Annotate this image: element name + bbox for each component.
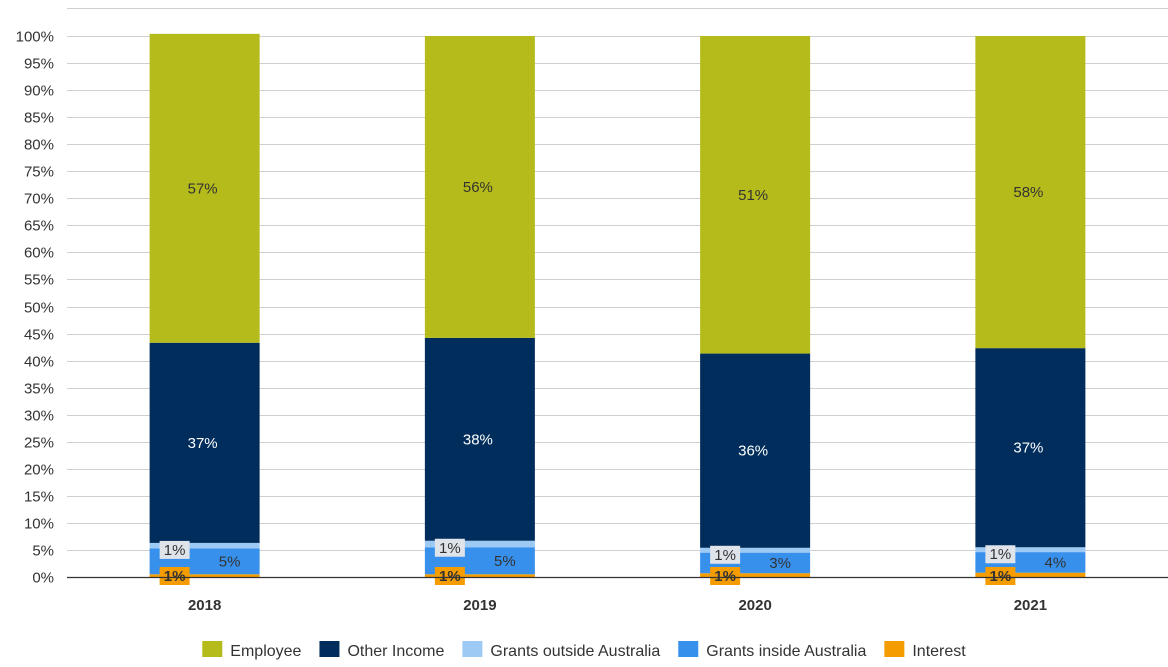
data-label: 1% (164, 542, 186, 559)
data-label: 1% (990, 568, 1012, 585)
y-tick-label: 65% (24, 218, 54, 235)
data-label: 37% (188, 435, 218, 452)
legend-item: Grants outside Australia (462, 641, 660, 660)
y-tick-label: 45% (24, 327, 54, 344)
y-tick-label: 75% (24, 164, 54, 181)
y-axis: 0% 5% 10% 15% 20% 25% 30% 35% 40% 45% 50% 55% 60% 65%… (16, 29, 54, 587)
data-label: 4% (1045, 554, 1067, 571)
data-label-box (985, 545, 1016, 564)
data-label: 36% (738, 443, 768, 460)
bar-segment (424, 574, 535, 577)
data-label: 1% (990, 546, 1012, 563)
legend-label: Interest (912, 643, 966, 660)
bar-segment (149, 342, 260, 543)
y-tick-label: 90% (24, 83, 54, 100)
y-tick-label: 50% (24, 300, 54, 317)
x-tick-label: 2018 (188, 597, 221, 614)
x-tick-label: 2020 (738, 597, 771, 614)
data-label: 1% (164, 568, 186, 585)
y-tick-label: 85% (24, 110, 54, 127)
bar-segment (975, 547, 1086, 553)
data-label: 51% (738, 187, 768, 204)
legend-swatch (319, 641, 340, 657)
legend-item: Employee (202, 641, 302, 660)
legend-label: Grants inside Australia (706, 643, 866, 660)
y-tick-label: 60% (24, 245, 54, 262)
data-label-box (159, 567, 190, 585)
data-label: 1% (714, 568, 736, 585)
bar-segment (149, 574, 260, 577)
bar-segment (700, 353, 811, 548)
legend-swatch (678, 641, 699, 657)
x-axis: 2018 2019 2020 2021 (67, 576, 1168, 614)
bar-segment (149, 542, 260, 549)
y-tick-label: 10% (24, 516, 54, 533)
y-tick-label: 100% (16, 29, 54, 46)
data-label: 1% (439, 568, 461, 585)
data-label-box (434, 538, 465, 557)
data-label: 5% (494, 553, 516, 570)
bar-segment (700, 547, 811, 553)
y-tick-label: 95% (24, 56, 54, 73)
y-tick-label: 25% (24, 435, 54, 452)
bar-stack-2021: 1% 4% 1% 37% 58% (975, 36, 1086, 585)
legend-label: Other Income (347, 643, 444, 660)
legend-label: Employee (230, 643, 301, 660)
data-label: 1% (714, 547, 736, 564)
data-label-box (159, 540, 190, 559)
data-label: 3% (769, 555, 791, 572)
data-label: 1% (439, 540, 461, 557)
bar-segment (975, 36, 1086, 349)
data-label: 5% (219, 553, 241, 570)
y-tick-label: 55% (24, 272, 54, 289)
legend-swatch (202, 641, 223, 657)
data-label-box (434, 567, 465, 585)
y-tick-label: 15% (24, 489, 54, 506)
data-label-box (985, 567, 1016, 585)
bar-segment (700, 36, 811, 354)
y-tick-label: 0% (32, 570, 54, 587)
data-label: 58% (1013, 184, 1043, 201)
legend-item: Other Income (319, 641, 444, 660)
bar-segment (424, 337, 535, 541)
x-tick-label: 2021 (1014, 597, 1047, 614)
bars: 1% 5% 1% 37% 57% 1% 5% 1% 38% 56% 1% 3% 1% 36% 51% 1% 4%… (149, 33, 1086, 585)
data-label-box (710, 567, 741, 585)
y-tick-label: 30% (24, 408, 54, 425)
legend-swatch (462, 641, 483, 657)
y-tick-label: 5% (32, 543, 54, 560)
x-tick-label: 2019 (463, 597, 496, 614)
bar-stack-2020: 1% 3% 1% 36% 51% (700, 36, 811, 585)
legend-label: Grants outside Australia (490, 643, 660, 660)
bar-stack-2019: 1% 5% 1% 38% 56% (424, 36, 535, 585)
y-tick-label: 70% (24, 191, 54, 208)
data-label: 37% (1013, 440, 1043, 457)
y-tick-label: 35% (24, 381, 54, 398)
legend-swatch (884, 641, 905, 657)
bar-segment (975, 348, 1086, 548)
bar-stack-2018: 1% 5% 1% 37% 57% (149, 33, 260, 585)
bar-segment (424, 36, 535, 338)
y-tick-label: 20% (24, 462, 54, 479)
bar-segment (975, 572, 1086, 577)
legend: Employee Other Income Grants outside Austr… (202, 641, 966, 660)
bar-segment (700, 573, 811, 577)
y-tick-label: 40% (24, 354, 54, 371)
data-label: 56% (463, 179, 493, 196)
legend-item: Grants inside Australia (678, 641, 866, 660)
data-label: 57% (188, 180, 218, 197)
legend-item: Interest (884, 641, 966, 660)
y-tick-label: 80% (24, 137, 54, 154)
data-label-box (710, 545, 741, 564)
data-label: 38% (463, 431, 493, 448)
bar-segment (424, 540, 535, 548)
bar-segment (149, 33, 260, 343)
